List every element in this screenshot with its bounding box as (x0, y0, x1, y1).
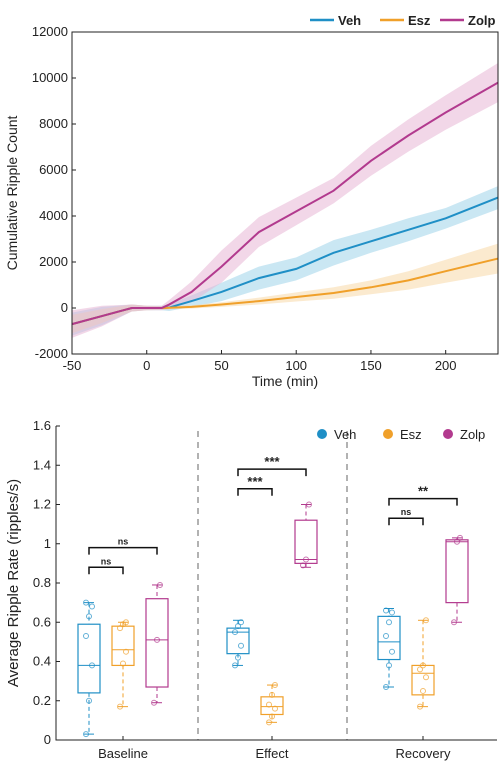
cumulative-count-chart: -50 0 50 100 150 200 -2000 0 2000 4000 6000 8000 10… (4, 13, 498, 389)
data-point (90, 604, 95, 609)
legend-label-veh: Veh (334, 427, 356, 442)
significance-bracket: ns (89, 537, 157, 555)
legend-label-esz: Esz (400, 427, 422, 442)
y-tick-label: 8000 (39, 116, 68, 131)
data-point (239, 643, 244, 648)
legend-label-zolp: Zolp (460, 427, 485, 442)
legend: Veh Esz Zolp (317, 427, 485, 442)
y-axis-label: Cumulative Ripple Count (4, 115, 20, 270)
significance-bracket: ns (389, 507, 423, 525)
y-tick-label: 1 (44, 536, 51, 551)
bracket-line (89, 548, 157, 555)
y-tick-label: 2000 (39, 254, 68, 269)
legend-label-zolp: Zolp (468, 13, 495, 28)
x-axis-label: Time (min) (252, 373, 318, 389)
data-point (384, 633, 389, 638)
y-tick-label: 1.4 (33, 457, 51, 472)
box-body (112, 626, 134, 665)
data-point (424, 675, 429, 680)
significance-label: ns (118, 537, 129, 547)
legend-swatch-zolp (443, 429, 453, 439)
y-tick-label: 10000 (32, 70, 68, 85)
box-series (78, 502, 468, 737)
significance-bracket: *** (238, 474, 272, 496)
box-zolp-recovery (446, 535, 468, 624)
data-point (390, 649, 395, 654)
data-point (390, 610, 395, 615)
legend-swatch-esz (383, 429, 393, 439)
box-zolp-effect (295, 502, 317, 568)
y-tick-label: 1.6 (33, 418, 51, 433)
group-label: Baseline (98, 746, 148, 761)
x-tick-label: 50 (214, 358, 228, 373)
box-body (378, 616, 400, 659)
series-lines (72, 83, 498, 325)
box-body (446, 540, 468, 603)
y-axis-ticks: -2000 0 2000 4000 6000 8000 10000 12000 (32, 24, 76, 361)
significance-label: *** (247, 474, 263, 489)
group-label: Effect (255, 746, 288, 761)
legend-swatch-veh (317, 429, 327, 439)
axis-lines (56, 426, 497, 740)
y-tick-label: 0.6 (33, 614, 51, 629)
x-tick-label: 150 (360, 358, 382, 373)
box-esz-effect (261, 683, 283, 725)
legend: Veh Esz Zolp (310, 13, 495, 28)
confidence-bands (72, 63, 498, 338)
box-esz-recovery (412, 618, 434, 709)
bracket-line (89, 567, 123, 574)
x-tick-label: 0 (143, 358, 150, 373)
significance-label: ns (101, 556, 112, 566)
y-tick-label: 6000 (39, 162, 68, 177)
box-body (78, 624, 100, 693)
line-zolp (72, 83, 498, 325)
box-veh-baseline (78, 600, 100, 736)
group-label: Recovery (396, 746, 451, 761)
significance-label: ns (401, 507, 412, 517)
bracket-line (238, 489, 272, 496)
y-tick-label: 12000 (32, 24, 68, 39)
x-tick-label: 100 (285, 358, 307, 373)
significance-bracket: ns (89, 556, 123, 574)
box-esz-baseline (112, 620, 134, 709)
y-axis-label: Average Ripple Rate (ripples/s) (5, 479, 22, 687)
data-point (387, 620, 392, 625)
box-veh-effect (227, 620, 249, 668)
significance-bracket: ** (389, 484, 457, 506)
y-tick-label: 0 (44, 732, 51, 747)
bracket-line (389, 518, 423, 525)
x-tick-label: 200 (435, 358, 457, 373)
x-axis-ticks: -50 0 50 100 150 200 (63, 350, 457, 373)
band-esz (72, 244, 498, 334)
significance-label: ** (418, 484, 429, 499)
data-point (421, 688, 426, 693)
legend-label-esz: Esz (408, 13, 431, 28)
box-veh-recovery (378, 608, 400, 690)
box-body (412, 665, 434, 694)
box-zolp-baseline (146, 582, 168, 705)
y-tick-label: 0.4 (33, 654, 51, 669)
y-tick-label: 0.2 (33, 693, 51, 708)
significance-label: *** (264, 454, 280, 469)
data-point (84, 633, 89, 638)
y-tick-label: -2000 (35, 346, 68, 361)
bracket-line (389, 499, 457, 506)
box-body (261, 697, 283, 715)
y-tick-label: 0.8 (33, 575, 51, 590)
y-tick-label: 1.2 (33, 497, 51, 512)
y-tick-label: 0 (61, 300, 68, 315)
y-tick-label: 4000 (39, 208, 68, 223)
significance-brackets: nsns******ns** (89, 454, 457, 574)
legend-label-veh: Veh (338, 13, 361, 28)
